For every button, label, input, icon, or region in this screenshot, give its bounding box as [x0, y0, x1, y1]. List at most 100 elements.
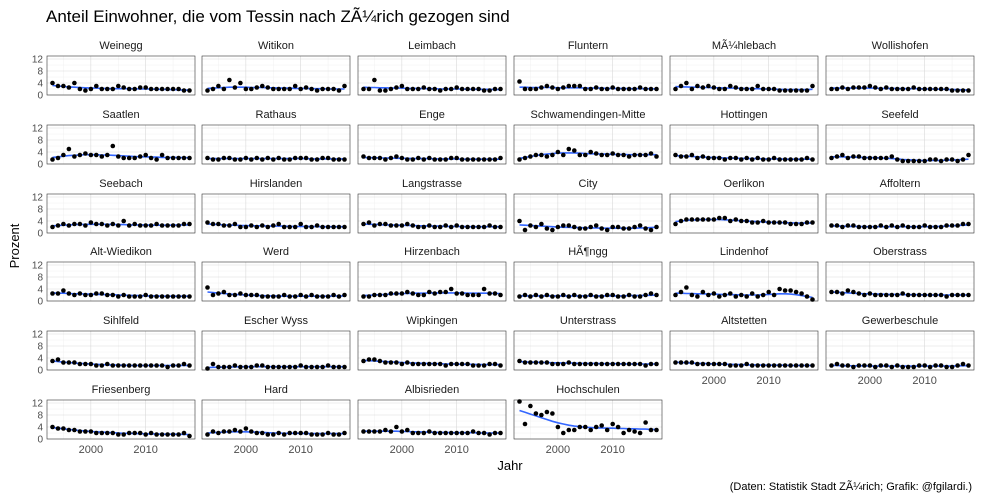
data-point — [121, 85, 126, 90]
data-point — [399, 83, 405, 89]
data-point — [137, 430, 143, 436]
data-point — [889, 86, 895, 92]
data-point — [181, 88, 187, 93]
data-point — [342, 224, 347, 230]
data-point — [271, 86, 276, 92]
data-point — [566, 294, 572, 299]
data-point — [577, 226, 583, 231]
data-point — [416, 86, 421, 92]
data-point — [292, 430, 298, 436]
data-point — [187, 155, 192, 161]
data-point — [572, 224, 577, 230]
data-point — [572, 148, 577, 153]
data-point — [643, 292, 648, 298]
data-point — [689, 86, 695, 92]
data-point — [749, 291, 755, 296]
data-point — [867, 155, 873, 161]
data-point — [949, 364, 955, 370]
data-point — [427, 223, 432, 228]
data-point — [960, 221, 966, 227]
data-point — [205, 285, 210, 290]
data-point — [309, 432, 314, 437]
data-point — [700, 85, 706, 90]
data-point — [55, 83, 61, 89]
data-point — [405, 289, 410, 295]
data-point — [700, 289, 706, 295]
facet-panel: Wipkingen — [357, 315, 507, 371]
data-point — [254, 430, 260, 436]
data-point — [105, 292, 110, 298]
facet-label: Fluntern — [568, 40, 608, 52]
data-point — [88, 361, 94, 367]
data-point — [539, 152, 544, 158]
data-point — [383, 88, 388, 93]
data-point — [845, 223, 851, 228]
panel-border — [825, 330, 975, 371]
data-point — [884, 155, 889, 161]
data-point — [911, 224, 916, 230]
data-point — [116, 363, 121, 368]
data-point — [448, 286, 454, 292]
data-point — [648, 291, 654, 296]
x-tick-label: 2010 — [600, 444, 624, 456]
data-point — [749, 220, 755, 225]
data-point — [711, 155, 717, 161]
data-point — [566, 146, 572, 152]
data-point — [388, 429, 394, 434]
panel-border — [513, 124, 663, 165]
data-point — [695, 217, 700, 222]
data-point — [856, 154, 862, 159]
data-point — [221, 86, 227, 92]
facet-panel: Fluntern — [513, 40, 663, 96]
data-point — [383, 427, 388, 433]
data-point — [873, 85, 878, 90]
data-point — [845, 363, 851, 368]
data-point — [916, 224, 922, 230]
data-point — [799, 291, 804, 296]
data-point — [856, 85, 862, 90]
data-point — [933, 224, 938, 230]
data-point — [232, 157, 238, 162]
panel-border — [513, 330, 663, 371]
data-point — [782, 220, 788, 225]
data-point — [287, 224, 293, 230]
panel-border — [201, 399, 351, 440]
data-point — [159, 432, 165, 437]
data-point — [110, 143, 116, 149]
data-point — [170, 294, 176, 299]
data-point — [922, 363, 927, 368]
panel-border — [825, 193, 975, 234]
data-point — [610, 85, 615, 90]
panel-border — [357, 399, 507, 440]
data-point — [544, 360, 550, 365]
panel-border — [513, 261, 663, 302]
facet-panel: Witikon — [201, 40, 351, 96]
data-point — [137, 363, 143, 368]
data-point — [610, 292, 615, 298]
data-point — [522, 360, 528, 365]
data-point — [706, 217, 711, 222]
y-tick-label: 0 — [37, 160, 43, 171]
data-point — [265, 364, 271, 370]
data-point — [684, 217, 689, 222]
data-point — [700, 361, 706, 367]
data-point — [448, 361, 454, 367]
facet-panel: Werd — [201, 246, 351, 302]
data-point — [927, 157, 933, 162]
data-point — [593, 361, 599, 367]
data-point — [99, 430, 105, 436]
data-point — [744, 294, 749, 299]
data-point — [678, 218, 684, 224]
data-point — [927, 364, 933, 370]
data-point — [303, 430, 309, 436]
data-point — [399, 429, 405, 434]
facet-panel: Altstetten 2000 2010 — [669, 315, 819, 387]
y-tick-label: 8 — [37, 342, 43, 353]
data-point — [481, 430, 487, 436]
data-point — [851, 154, 856, 159]
data-point — [566, 360, 572, 365]
data-point — [615, 294, 621, 299]
data-point — [187, 294, 192, 299]
data-point — [788, 88, 793, 93]
